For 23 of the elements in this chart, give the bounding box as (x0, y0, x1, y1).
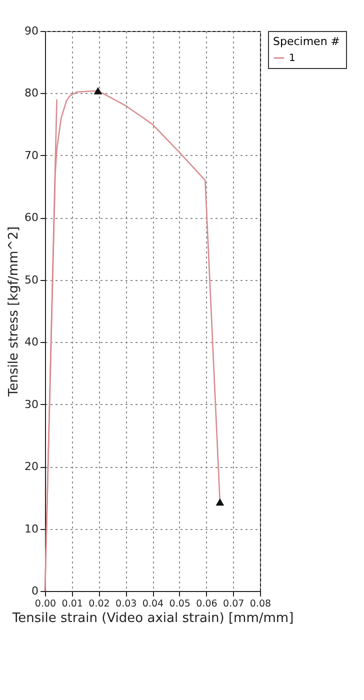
x-tick-label: 0.02 (88, 598, 110, 610)
x-tick-label: 0.08 (250, 598, 272, 610)
x-tick-label: 0.06 (196, 598, 218, 610)
y-tick-label: 60 (24, 211, 38, 224)
x-tick-label: 0.00 (34, 598, 56, 610)
x-axis-title: Tensile strain (Video axial strain) [mm/mm] (11, 611, 294, 626)
y-tick-label: 0 (32, 584, 38, 598)
legend-title: Specimen # (273, 35, 340, 48)
x-tick-label: 0.03 (116, 598, 137, 610)
x-tick-label: 0.07 (223, 598, 244, 610)
x-tick-label: 0.04 (142, 598, 164, 610)
y-tick-label: 10 (24, 522, 38, 536)
y-axis-title: Tensile stress [kgf/mm^2] (6, 226, 22, 398)
x-tick-label: 0.05 (169, 598, 190, 610)
y-tick-label: 40 (24, 336, 38, 349)
x-tick-label: 0.01 (62, 598, 83, 610)
y-tick-label: 50 (24, 273, 38, 286)
y-tick-label: 90 (24, 24, 38, 38)
legend-label: 1 (289, 53, 296, 64)
y-tick-label: 70 (24, 148, 38, 162)
y-tick-label: 80 (24, 86, 38, 100)
y-tick-label: 30 (24, 398, 38, 411)
y-tick-label: 20 (24, 460, 38, 474)
